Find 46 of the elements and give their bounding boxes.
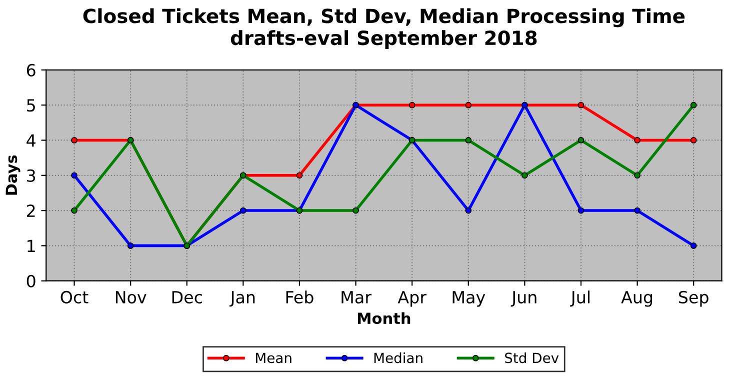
point <box>296 172 303 179</box>
point <box>71 137 78 144</box>
point <box>578 207 584 214</box>
x-tick-label: Feb <box>286 290 314 304</box>
x-tick-label: Jul <box>570 290 590 307</box>
y-tick-label: 4 <box>26 134 36 147</box>
point <box>634 207 640 214</box>
point <box>465 102 472 108</box>
point <box>690 242 697 249</box>
chart-title: Closed Tickets Mean, Std Dev, Median Processing Time drafts-eval September 2018 <box>83 8 685 49</box>
y-tick-label: 0 <box>26 274 36 288</box>
legend-label: Mean <box>256 352 292 364</box>
x-tick-label: Dec <box>172 291 202 304</box>
x-tick-label: Aug <box>621 291 652 307</box>
point <box>690 137 697 144</box>
y-tick-label: 6 <box>26 64 36 76</box>
x-axis-title: Month <box>358 312 410 324</box>
point <box>578 137 584 144</box>
legend-label: Median <box>374 352 422 364</box>
point <box>690 102 697 108</box>
point <box>240 207 246 214</box>
point <box>578 102 584 108</box>
y-tick-label: 3 <box>27 169 36 182</box>
x-tick-label: Nov <box>116 291 146 304</box>
point <box>465 137 472 144</box>
x-tick-label: Jun <box>510 291 536 307</box>
y-tick-label: 1 <box>28 240 35 252</box>
y-tick-label: 2 <box>27 204 35 217</box>
point <box>71 172 78 179</box>
point <box>634 172 640 179</box>
point <box>408 102 416 108</box>
x-tick-label: Oct <box>60 290 88 304</box>
point <box>521 172 528 179</box>
point <box>634 137 640 144</box>
x-tick-label: Sep <box>678 290 708 307</box>
point <box>352 207 359 214</box>
x-tick-label: Apr <box>398 291 426 307</box>
x-tick-label: May <box>452 291 486 307</box>
y-axis-title: Days <box>6 155 20 195</box>
point <box>465 207 472 214</box>
x-tick-label: Jan <box>229 291 255 307</box>
y-tick-label: 5 <box>27 99 35 112</box>
point <box>127 242 134 249</box>
legend-label: Std Dev <box>505 352 559 364</box>
point <box>71 207 78 214</box>
x-tick-label: Mar <box>342 291 372 304</box>
